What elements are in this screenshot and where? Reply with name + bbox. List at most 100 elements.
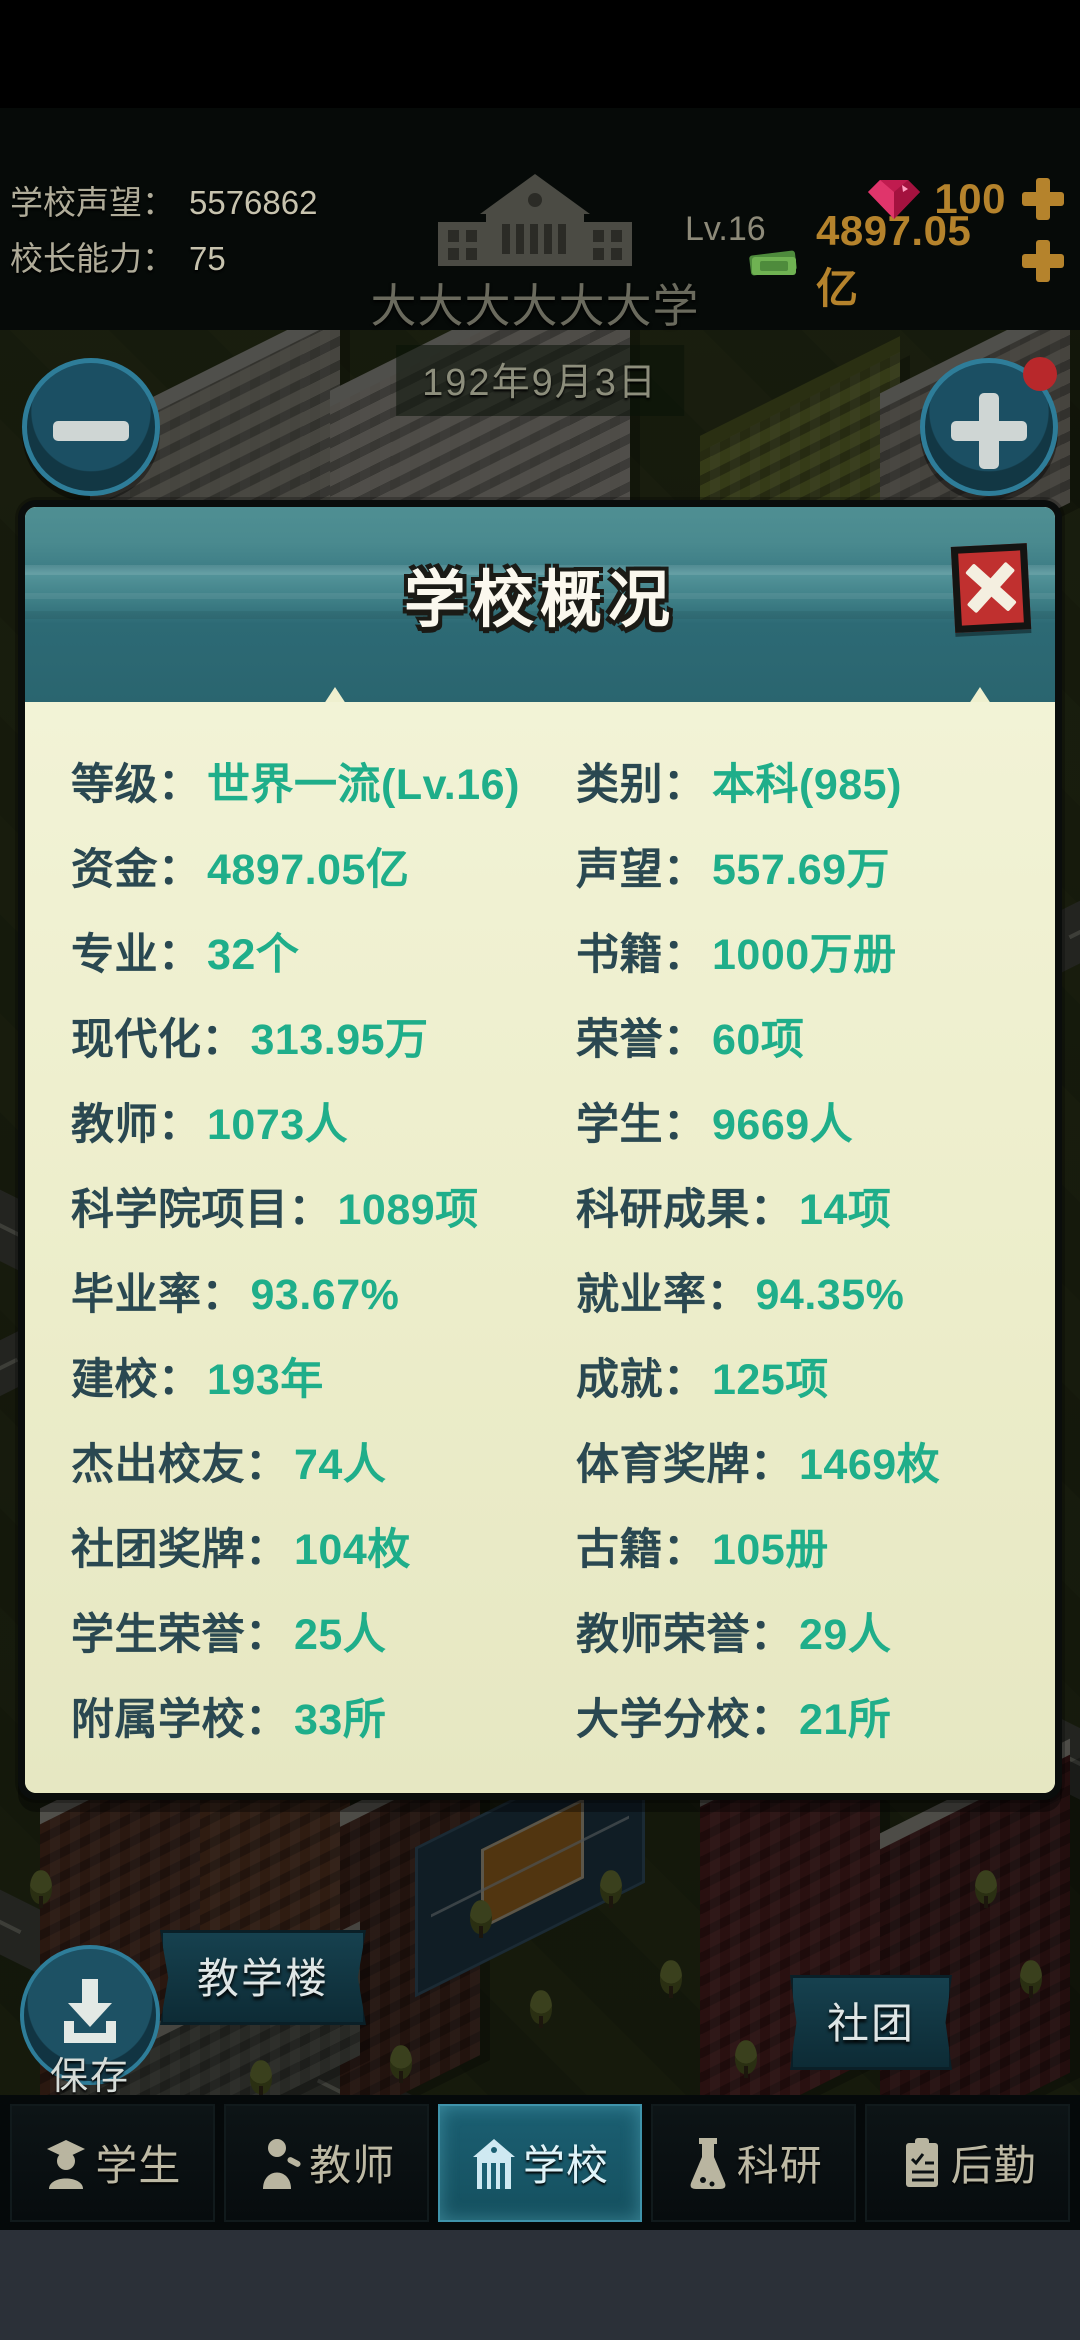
notification-dot (1023, 357, 1057, 391)
tree (1020, 1960, 1042, 1998)
cash-resource[interactable]: 4897.05亿 (746, 207, 1066, 312)
stat-colon: ： (706, 1270, 750, 1319)
stat-cell: 教师荣誉 ： 29人 (540, 1600, 1009, 1662)
system-gesture-bar (0, 2230, 1080, 2340)
stat-value: 193年 (207, 1355, 324, 1404)
cash-add-button[interactable] (1020, 238, 1066, 284)
hud-resources: 100 4897.05亿 (746, 168, 1066, 312)
stat-colon: ： (158, 1355, 201, 1404)
minus-icon (53, 421, 129, 441)
stat-value: 14项 (799, 1185, 892, 1234)
stat-cell: 成就 ： 125项 (540, 1345, 1009, 1407)
stat-label: 成就 (576, 1355, 663, 1404)
principal-value: 75 (189, 240, 226, 277)
stat-value: 世界一流(Lv.16) (207, 760, 520, 809)
stat-colon: ： (663, 930, 706, 979)
dialog-body: 等级 ： 世界一流(Lv.16) 类别 ： 本科(985) 资金 ： 4897.… (25, 702, 1055, 1793)
stat-label: 书籍 (576, 930, 663, 979)
save-button[interactable]: 保存 (20, 1945, 160, 2098)
stat-cell: 学生 ： 9669人 (540, 1090, 1009, 1152)
stat-colon: ： (663, 1100, 706, 1149)
table-row: 杰出校友 ： 74人 体育奖牌 ： 1469枚 (71, 1418, 1009, 1503)
stat-cell: 毕业率 ： 93.67% (71, 1260, 540, 1322)
gem-add-button[interactable] (1020, 176, 1066, 222)
stat-cell: 学生荣誉 ： 25人 (71, 1600, 540, 1662)
stat-cell: 类别 ： 本科(985) (540, 750, 1009, 812)
principal-label: 校长能力： (10, 240, 175, 277)
table-row: 建校 ： 193年 成就 ： 125项 (71, 1333, 1009, 1418)
stat-label: 社团奖牌 (71, 1525, 245, 1574)
dialog-header: 学校概况 (25, 507, 1055, 713)
table-row: 社团奖牌 ： 104枚 古籍 ： 105册 (71, 1503, 1009, 1588)
stat-value: 60项 (712, 1015, 805, 1064)
table-row: 专业 ： 32个 书籍 ： 1000万册 (71, 908, 1009, 993)
school-icon (471, 2137, 517, 2189)
stat-label: 类别 (576, 760, 663, 809)
stat-value: 313.95万 (250, 1015, 429, 1064)
nav-label: 学生 (95, 2142, 182, 2189)
table-row: 教师 ： 1073人 学生 ： 9669人 (71, 1078, 1009, 1163)
table-row: 资金 ： 4897.05亿 声望 ： 557.69万 (71, 823, 1009, 908)
tree (735, 2040, 757, 2078)
nav-item-teachers[interactable]: 教师 (223, 2103, 429, 2222)
nav-item-school[interactable]: 学校 (437, 2103, 643, 2222)
school-name: 大大大大大大学 (370, 280, 700, 332)
zoom-out-button[interactable] (22, 358, 160, 496)
tree (975, 1870, 997, 1908)
stat-value: 125项 (712, 1355, 829, 1404)
close-icon[interactable] (950, 543, 1032, 633)
map-tag-club[interactable]: 社团 (790, 1975, 953, 2070)
stat-colon: ： (201, 1015, 245, 1064)
table-row: 科学院项目 ： 1089项 科研成果 ： 14项 (71, 1163, 1009, 1248)
stat-label: 学生荣誉 (71, 1610, 245, 1659)
download-icon (54, 1975, 126, 2052)
stat-colon: ： (245, 1610, 288, 1659)
stat-cell: 荣誉 ： 60项 (540, 1005, 1009, 1067)
stat-label: 现代化 (71, 1015, 202, 1064)
stat-cell: 附属学校 ： 33所 (71, 1685, 540, 1747)
stat-label: 杰出校友 (71, 1440, 245, 1489)
clipboard-icon (899, 2137, 945, 2189)
stat-label: 科研成果 (576, 1185, 750, 1234)
stat-label: 科学院项目 (71, 1185, 289, 1234)
stat-label: 教师 (71, 1100, 158, 1149)
stat-colon: ： (245, 1695, 288, 1744)
tree (30, 1870, 52, 1908)
tree (660, 1960, 682, 1998)
map-tag-teaching-building[interactable]: 教学楼 (160, 1930, 367, 2025)
money-icon (746, 243, 802, 279)
stat-value: 74人 (294, 1440, 387, 1489)
school-identity[interactable]: Lv.16 大大大大大大学 (355, 170, 766, 336)
zoom-in-button[interactable] (920, 357, 1058, 496)
stat-cell: 就业率 ： 94.35% (540, 1260, 1009, 1322)
reputation-value: 5576862 (189, 184, 318, 221)
stat-cell: 建校 ： 193年 (71, 1345, 540, 1407)
nav-item-logistics[interactable]: 后勤 (865, 2103, 1070, 2222)
plus-icon-v (979, 393, 999, 469)
stat-colon: ： (158, 845, 201, 894)
dialog-title: 学校概况 (403, 566, 676, 635)
reputation-stat: 学校声望： 5576862 (10, 175, 317, 231)
stat-label: 体育奖牌 (576, 1440, 750, 1489)
stat-cell: 社团奖牌 ： 104枚 (71, 1515, 540, 1577)
diamond-icon (868, 179, 921, 219)
stat-value: 9669人 (712, 1100, 854, 1149)
table-row: 附属学校 ： 33所 大学分校 ： 21所 (71, 1673, 1009, 1758)
nav-item-students[interactable]: 学生 (10, 2103, 215, 2222)
cash-value: 4897.05亿 (816, 206, 972, 312)
stat-cell: 现代化 ： 313.95万 (71, 1005, 540, 1067)
stat-label: 就业率 (576, 1270, 707, 1319)
school-building-icon: Lv.16 (430, 170, 766, 266)
hud-stats-left: 学校声望： 5576862 校长能力： 75 (10, 175, 317, 287)
nav-label: 教师 (309, 2142, 396, 2189)
tree (600, 1870, 622, 1908)
nav-label: 学校 (522, 2142, 609, 2189)
stat-value: 1000万册 (712, 930, 897, 979)
reputation-label: 学校声望： (10, 184, 175, 221)
stat-colon: ： (663, 845, 706, 894)
stat-cell: 声望 ： 557.69万 (540, 835, 1009, 897)
stat-colon: ： (750, 1695, 793, 1744)
stat-label: 教师荣誉 (576, 1610, 750, 1659)
nav-item-research[interactable]: 科研 (651, 2103, 857, 2222)
student-icon (43, 2137, 89, 2189)
